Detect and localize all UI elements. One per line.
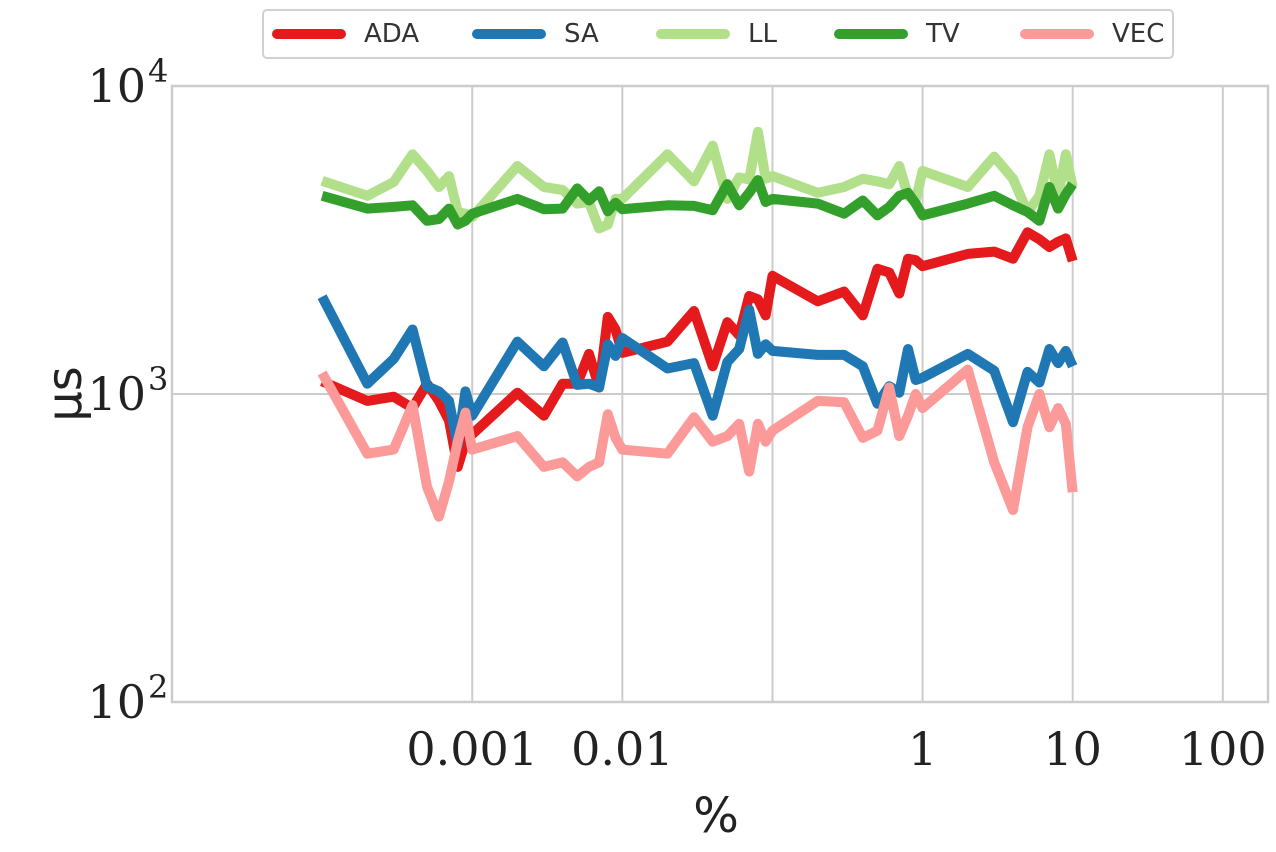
x-axis-label: % — [693, 788, 739, 844]
x-tick-label: 1 — [908, 722, 937, 776]
y-tick-label: 10 — [87, 367, 146, 421]
x-tick-label: 100 — [1179, 722, 1267, 776]
series-lines — [317, 126, 1078, 522]
x-tick-label: 0.01 — [571, 722, 673, 776]
y-tick-label: 10 — [87, 59, 146, 113]
legend-swatch — [656, 29, 730, 39]
legend-label: SA — [564, 19, 599, 49]
legend-swatch — [472, 29, 546, 39]
legend-label: VEC — [1112, 19, 1165, 49]
series-line-ada — [320, 227, 1078, 472]
legend-item-ll: LL — [656, 11, 777, 57]
x-tick-label: 0.001 — [406, 722, 538, 776]
legend-label: LL — [748, 19, 777, 49]
series-line-tv — [320, 175, 1077, 230]
y-tick-label: 10 — [87, 675, 146, 729]
series-line-vec — [317, 364, 1078, 522]
legend-label: ADA — [364, 19, 420, 49]
legend-item-sa: SA — [472, 11, 599, 57]
legend-swatch — [1020, 29, 1094, 39]
y-tick-exponent: 4 — [148, 52, 168, 90]
x-tick-label: 10 — [1043, 722, 1102, 776]
legend-swatch — [272, 29, 346, 39]
x-tick-labels: 0.001 0.01 1 10 100 — [406, 722, 1266, 776]
legend-item-tv: TV — [834, 11, 960, 57]
legend-item-vec: VEC — [1020, 11, 1164, 57]
plot-frame — [170, 84, 1270, 704]
legend-swatch — [834, 29, 908, 39]
legend-item-ada: ADA — [272, 11, 419, 57]
y-tick-exponent: 2 — [148, 668, 168, 706]
legend-label: TV — [926, 19, 960, 49]
legend: ADA SA LL TV VEC — [262, 9, 1174, 59]
y-axis-label: µs — [37, 366, 93, 422]
y-tick-exponent: 3 — [148, 360, 168, 398]
